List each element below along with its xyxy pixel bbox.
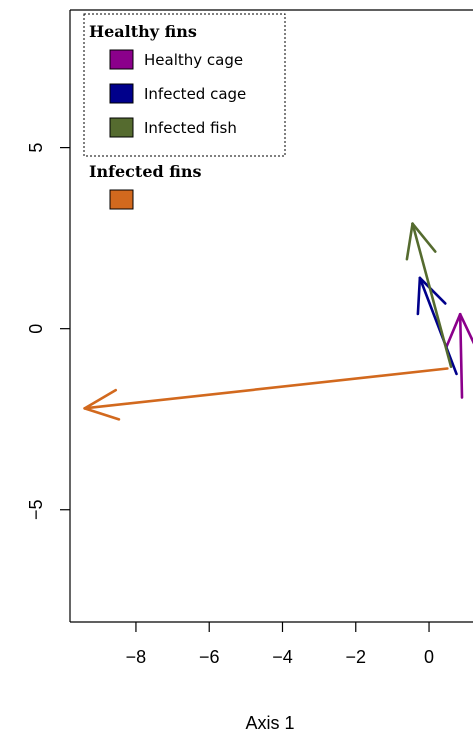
legend-box — [83, 13, 286, 157]
arrow-head-a-infected-fish — [405, 222, 414, 261]
arrow-shaft-infected-fins — [83, 367, 449, 410]
legend-swatch — [109, 117, 134, 138]
y-tick-label: 0 — [26, 324, 46, 334]
legend-label: Healthy cage — [144, 51, 243, 69]
legend-swatch — [109, 49, 134, 70]
y-tick-label: −5 — [26, 499, 46, 520]
x-tick-label: −4 — [272, 647, 293, 667]
legend-label: Infected fish — [144, 119, 237, 137]
arrow-head-a-infected-fins — [83, 407, 121, 421]
arrow-shaft-infected-fish — [411, 222, 453, 368]
x-axis-title: Axis 1 — [245, 713, 294, 733]
y-axis: −5 0 5 — [26, 143, 70, 520]
x-tick-label: −6 — [199, 647, 220, 667]
arrow-infected-fins — [83, 367, 449, 421]
arrow-head-a-healthy-cage — [444, 312, 462, 349]
legend-title-infected-fins: Infected fins — [89, 162, 202, 181]
legend-label: Infected cage — [144, 85, 246, 103]
arrow-head-a-infected-cage — [416, 276, 422, 316]
x-axis: −8 −6 −4 −2 0 — [126, 622, 434, 667]
x-tick-label: −2 — [345, 647, 366, 667]
arrow-head-b-healthy-cage — [458, 312, 473, 345]
x-tick-label: −8 — [126, 647, 147, 667]
arrow-head-b-infected-fins — [83, 388, 118, 410]
y-tick-label: 5 — [26, 143, 46, 153]
arrow-shaft-infected-cage — [418, 276, 458, 376]
legend-swatch — [109, 189, 134, 210]
x-tick-label: 0 — [424, 647, 434, 667]
arrow-infected-fish — [405, 222, 453, 368]
arrow-infected-cage — [416, 276, 458, 376]
legend-title-healthy-fins: Healthy fins — [89, 22, 197, 41]
arrow-head-b-infected-fish — [411, 222, 437, 253]
arrow-shaft-healthy-cage — [458, 312, 464, 399]
arrow-layer — [83, 222, 473, 421]
arrow-healthy-cage — [444, 312, 473, 399]
legend: Healthy fins Healthy cage Infected cage Inf… — [83, 13, 286, 210]
legend-swatch — [109, 83, 134, 104]
arrow-head-b-infected-cage — [418, 276, 447, 305]
